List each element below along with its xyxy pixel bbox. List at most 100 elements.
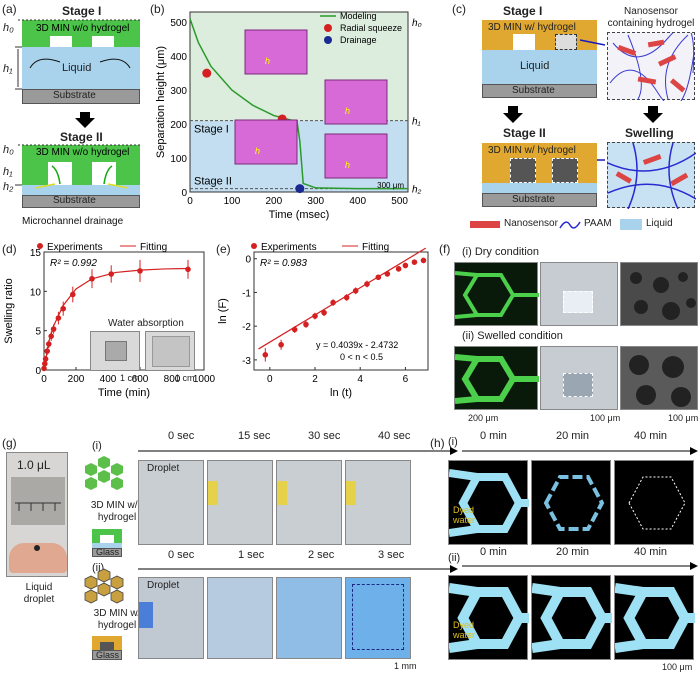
g-row1-t1: 15 sec [238, 430, 271, 442]
x-tick-label: 2 [312, 374, 318, 385]
h-row1-frame-0: Dyed water [448, 460, 529, 545]
nanosensor-legend-swatch [470, 221, 500, 228]
g-row1-frame-2 [276, 460, 342, 545]
y-tick-label: 15 [30, 248, 42, 259]
dry-sem-image [620, 262, 698, 326]
substrate-label-stage2: Substrate [53, 195, 96, 206]
x-tick-label: 6 [403, 374, 409, 385]
ruler-ticks [15, 502, 61, 511]
inset-h-marker: h [255, 146, 260, 156]
droplet-dot [34, 545, 40, 551]
experiment-point [108, 271, 114, 277]
h-scale-100um: 100 μm [662, 662, 693, 672]
swelled-hexagon-lattice [454, 354, 539, 404]
ln-f-vs-ln-t-chart: 0 2 4 6 -3 -2 -1 0 ln (t) ln (F) Experiments Fittin… [217, 242, 429, 399]
rendered-device-inset [234, 119, 298, 165]
inset-h-marker: h [345, 106, 350, 116]
separation-height-chart: 0 100 200 300 400 500 0 100 200 300 400 500 Time (ms… [155, 11, 422, 221]
h0-label: h₀ [3, 22, 14, 34]
block-label-stage1: 3D MIN w/o hydrogel [36, 23, 130, 34]
x-axis-label: Time (msec) [269, 209, 330, 221]
row1-device-label: 3D MIN w/o hydrogel [90, 500, 144, 523]
droplet-volume: 1.0 μL [17, 458, 51, 472]
microchannel-drainage-caption: Microchannel drainage [22, 216, 124, 227]
h1-label: h₁ [3, 63, 13, 75]
experiment-point [343, 294, 350, 301]
legend-exp-swatch [251, 243, 257, 249]
hydrogel-hexagon-channel [614, 583, 695, 653]
experiment-point [70, 291, 76, 298]
y-tick-label: 400 [170, 52, 187, 63]
swelling-title: Swelling [625, 126, 674, 140]
substrate-label: Substrate [53, 90, 96, 101]
experiment-point [375, 274, 382, 281]
panel-c-legend: Nanosensor PAAM Liquid [470, 218, 698, 232]
dry-cross-section-image [540, 262, 618, 326]
experiment-point [137, 268, 143, 274]
rendered-device-inset [324, 133, 388, 179]
filled-region-outline [352, 584, 404, 650]
x-tick-label: 0 [41, 374, 47, 385]
y-tick-label: 100 [170, 154, 187, 165]
glass-label-2: Glass [96, 650, 120, 660]
g-row1-frame-3 [345, 460, 411, 545]
blue-droplet [139, 602, 153, 628]
h-row2-frame-0: Dyed water [448, 575, 529, 660]
block-label-stage2: 3D MIN w/o hydrogel [36, 147, 130, 158]
dry-hydrogel-sample [105, 341, 127, 361]
droplet-label-2: Droplet [147, 580, 180, 591]
c-thin-liquid [482, 183, 597, 193]
g-row2-frame-3 [345, 577, 411, 659]
h2-axis-label: h₂ [412, 185, 422, 196]
x-tick-label: 600 [132, 374, 149, 385]
swelled-fluorescence-image [454, 346, 539, 410]
panel-label-g: (g) [2, 436, 17, 450]
x-tick-label: 300 [307, 196, 324, 207]
rendered-device-inset [324, 79, 388, 125]
experiment-point [50, 326, 57, 332]
swelled-channel-outline [563, 373, 593, 397]
panel-label-b: (b) [150, 2, 165, 16]
experiment-point [352, 287, 359, 294]
drainage-point [295, 184, 305, 194]
liquid-droplet-caption: Liquid droplet [23, 582, 55, 605]
dry-hydrogel-photo [90, 331, 140, 371]
c-stage-1-title: Stage I [503, 4, 543, 18]
experiment-point [402, 262, 409, 269]
experiment-point [48, 333, 54, 339]
radial-squeeze-point [202, 68, 212, 78]
r2-label: R² = 0.983 [260, 258, 307, 269]
legend-radial-label: Radial squeeze [340, 23, 402, 33]
g-row1-frame-1 [207, 460, 273, 545]
legend-modeling-label: Modeling [340, 11, 377, 21]
legend-fit-label: Fitting [362, 242, 389, 253]
yellow-droplet [346, 481, 356, 505]
swelled-hydrogel-photo [145, 331, 195, 371]
row2-glass [92, 650, 122, 660]
legend-drainage-swatch [324, 36, 332, 44]
fitting-line [258, 247, 427, 350]
substrate-block-stage2 [22, 195, 140, 208]
row1-channel [100, 535, 114, 543]
x-tick-label: 800 [164, 374, 181, 385]
h-row2-frame-2 [614, 575, 695, 660]
c-liquid-label: Liquid [520, 60, 550, 72]
hydrogel-min-block-stage1 [482, 20, 597, 50]
glass-label-1: Glass [96, 547, 120, 557]
h-row1-time-arrow [462, 447, 698, 455]
liquid-legend-swatch [620, 219, 642, 230]
yellow-droplet [277, 481, 287, 505]
paam-legend-label: PAAM [584, 218, 612, 229]
ruler [11, 477, 65, 525]
legend-fit-label: Fitting [140, 242, 167, 253]
y-tick-label: 0 [245, 255, 251, 266]
h-row2-t2: 40 min [634, 546, 668, 558]
h-row1-frame-2 [614, 460, 694, 545]
c-liquid-layer [482, 50, 597, 84]
experiment-point [46, 341, 52, 347]
g-row2-t1: 1 sec [238, 549, 265, 561]
filled-hexagon-channel [448, 469, 529, 537]
x-axis-label: Time (min) [98, 387, 150, 399]
dry-channel-outline [563, 291, 593, 313]
c-substrate-label-2: Substrate [512, 194, 555, 205]
